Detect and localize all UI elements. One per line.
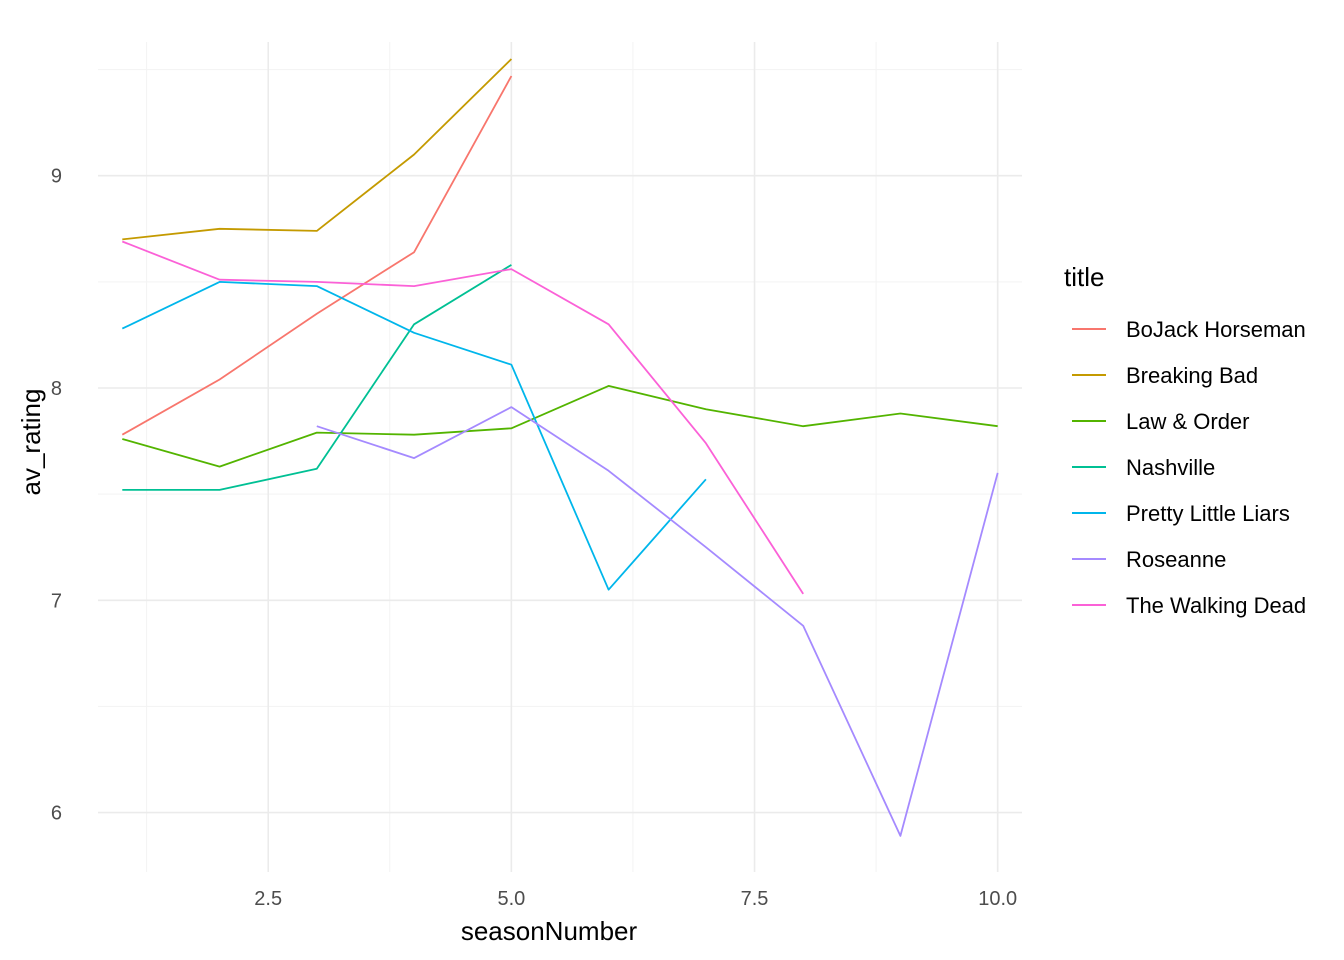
- y-tick-label: 9: [51, 166, 62, 188]
- legend-item: Breaking Bad: [1072, 363, 1258, 388]
- x-axis-ticks: 2.5 5.0 7.5 10.0: [254, 888, 1017, 910]
- legend-item: Law & Order: [1072, 409, 1250, 434]
- x-tick-label: 5.0: [497, 888, 525, 910]
- x-tick-label: 2.5: [254, 888, 282, 910]
- major-gridlines: [98, 42, 1022, 872]
- legend-label: Breaking Bad: [1126, 363, 1258, 388]
- series-line: [122, 58, 513, 241]
- legend-title: title: [1064, 262, 1104, 292]
- series-line: [121, 75, 513, 436]
- x-axis-title: seasonNumber: [461, 916, 638, 946]
- legend-item: BoJack Horseman: [1072, 317, 1306, 342]
- series-line: [316, 406, 999, 837]
- x-tick-label: 10.0: [978, 888, 1017, 910]
- series-line: [121, 240, 804, 595]
- legend-label: The Walking Dead: [1126, 593, 1306, 618]
- x-tick-label: 7.5: [741, 888, 769, 910]
- series-line: [122, 264, 512, 491]
- series-line: [121, 280, 707, 591]
- y-axis-ticks: 6 7 8 9: [51, 166, 62, 825]
- legend-item: Pretty Little Liars: [1072, 501, 1290, 526]
- y-tick-label: 8: [51, 378, 62, 400]
- series-line: [122, 384, 998, 468]
- y-tick-label: 6: [51, 803, 62, 825]
- legend-label: Law & Order: [1126, 409, 1250, 434]
- series-lines: [121, 58, 999, 837]
- legend-item: Roseanne: [1072, 547, 1226, 572]
- legend-label: BoJack Horseman: [1126, 317, 1306, 342]
- legend-item: Nashville: [1072, 455, 1215, 480]
- legend-label: Nashville: [1126, 455, 1215, 480]
- legend-item: The Walking Dead: [1072, 593, 1306, 618]
- legend: title BoJack Horseman Breaking Bad Law & O…: [1064, 262, 1306, 618]
- minor-gridlines: [98, 42, 1022, 872]
- y-tick-label: 7: [51, 590, 62, 612]
- y-axis-title: av_rating: [16, 389, 46, 496]
- legend-items: BoJack Horseman Breaking Bad Law & Order Na…: [1072, 317, 1306, 618]
- legend-label: Pretty Little Liars: [1126, 501, 1290, 526]
- legend-label: Roseanne: [1126, 547, 1226, 572]
